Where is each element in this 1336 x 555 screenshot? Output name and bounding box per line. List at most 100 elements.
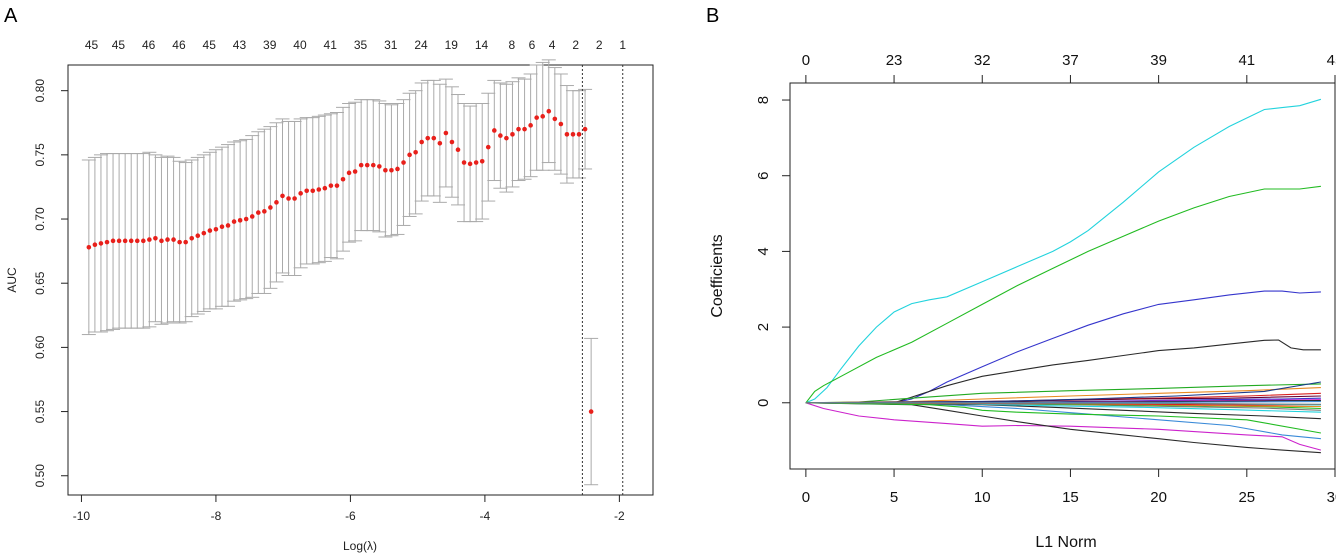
panel-a-top-tick-label: 35 <box>354 38 368 52</box>
panel-a-auc-point <box>438 141 443 146</box>
panel-b-plot-frame <box>790 83 1335 469</box>
panel-a-error-bars <box>82 60 598 485</box>
panel-b-y-axis: 0 2 4 6 8 <box>755 96 790 407</box>
panel-a-auc-point <box>353 169 358 174</box>
figure: A 45 45 46 46 45 43 39 40 41 35 31 24 19 14 8 6 4 2 2 1 -10… <box>0 0 1336 555</box>
panel-a-auc-point <box>365 163 370 168</box>
panel-b-y-tick-label: 2 <box>755 323 772 331</box>
panel-a-auc-point <box>583 127 588 132</box>
panel-a-top-tick-label: 45 <box>85 38 99 52</box>
panel-a-x-tick-label: -4 <box>480 509 491 523</box>
panel-a-auc-point <box>298 191 303 196</box>
panel-a-auc-point <box>244 217 249 222</box>
panel-a-auc-point <box>171 237 176 242</box>
panel-a-auc-point <box>371 163 376 168</box>
panel-a-x-tick-label: -2 <box>614 509 625 523</box>
panel-a-top-tick-label: 45 <box>203 38 217 52</box>
panel-b-x-tick-label: 5 <box>890 489 898 506</box>
panel-a-auc-point <box>141 239 146 244</box>
panel-b-top-tick-label: 32 <box>974 52 991 69</box>
panel-a-auc-point <box>565 132 570 137</box>
panel-a-auc-point <box>540 114 545 119</box>
panel-b-x-axis-label: L1 Norm <box>1035 534 1096 551</box>
panel-b-x-tick-label: 15 <box>1062 489 1079 506</box>
panel-b-coefficient-path <box>806 186 1321 402</box>
panel-a-auc-point <box>498 133 503 138</box>
panel-a-auc-point <box>286 196 291 201</box>
panel-b-top-tick-label: 23 <box>886 52 903 69</box>
panel-a-auc-point <box>571 132 576 137</box>
panel-a-top-tick-label: 6 <box>529 38 536 52</box>
panel-a-auc-point <box>87 245 92 250</box>
panel-a-auc-point <box>474 160 479 165</box>
panel-a-auc-point <box>208 228 213 233</box>
panel-b-top-axis: 0 23 32 37 39 41 45 <box>802 52 1336 83</box>
panel-a-auc-point <box>522 127 527 132</box>
panel-a-auc-point <box>341 177 346 182</box>
panel-a-x-axis-label: Log(λ) <box>343 539 377 553</box>
panel-a-auc-point <box>389 168 394 173</box>
panel-a-auc-point <box>431 136 436 141</box>
panel-a-auc-point <box>292 196 297 201</box>
panel-a-auc-point <box>553 117 558 122</box>
panel-a-auc-point <box>183 240 188 245</box>
panel-b-top-tick-label: 0 <box>802 52 810 69</box>
panel-a-auc-point <box>304 188 309 193</box>
panel-a-auc-point <box>232 219 237 224</box>
panel-b-x-tick-label: 25 <box>1238 489 1255 506</box>
panel-a-top-tick-label: 46 <box>142 38 156 52</box>
panel-b-top-tick-label: 45 <box>1327 52 1336 69</box>
panel-a-top-tick-label: 19 <box>445 38 459 52</box>
panel-a-auc-point <box>528 123 533 128</box>
panel-b-x-tick-label: 20 <box>1150 489 1167 506</box>
panel-a-auc-point <box>589 409 594 414</box>
panel-a-top-tick-label: 40 <box>293 38 307 52</box>
panel-a-auc-point <box>480 159 485 164</box>
panel-a-auc-point <box>165 237 170 242</box>
panel-a-y-tick-label: 0.70 <box>33 207 47 231</box>
panel-a-top-tick-label: 1 <box>619 38 626 52</box>
panel-a-auc-point <box>462 160 467 165</box>
panel-a-y-axis: 0.500.550.600.650.700.750.80 <box>33 79 68 488</box>
panel-a-auc-point <box>105 240 110 245</box>
panel-a-y-tick-label: 0.80 <box>33 79 47 103</box>
panel-a-auc-point <box>444 131 449 136</box>
panel-a-auc-point <box>577 132 582 137</box>
panel-a-auc-point <box>153 236 158 241</box>
panel-b-x-tick-label: 0 <box>802 489 810 506</box>
panel-a-auc-point <box>129 239 134 244</box>
panel-a-x-axis: -10 -8 -6 -4 -2 <box>73 495 625 523</box>
panel-a-x-tick-label: -8 <box>211 509 222 523</box>
panel-a-auc-point <box>238 218 243 223</box>
panel-a-auc-point <box>256 210 261 215</box>
panel-a-auc-point <box>347 171 352 176</box>
panel-a-auc-point <box>99 241 104 246</box>
panel-a-auc-point <box>456 147 461 152</box>
panel-a-top-tick-label: 2 <box>572 38 579 52</box>
panel-a-auc-point <box>268 205 273 210</box>
panel-a-label: A <box>4 5 18 27</box>
panel-a-x-tick-label: -10 <box>73 509 91 523</box>
panel-a-y-axis-label: AUC <box>5 267 19 293</box>
panel-a-lambda-lines <box>582 65 622 495</box>
panel-a-auc-point <box>383 168 388 173</box>
panel-b-top-tick-label: 39 <box>1150 52 1167 69</box>
panel-a-auc-point <box>395 167 400 172</box>
panel-a-auc-point <box>359 163 364 168</box>
panel-a-auc-point <box>147 237 152 242</box>
panel-a-auc-point <box>274 200 279 205</box>
panel-b-y-tick-label: 0 <box>755 399 772 407</box>
panel-a-auc-point <box>310 188 315 193</box>
panel-b-coefficient-path <box>806 340 1321 403</box>
panel-b-y-tick-label: 6 <box>755 172 772 180</box>
panel-a-auc-point <box>111 239 116 244</box>
panel-b-y-tick-label: 4 <box>755 247 772 255</box>
panel-a-auc-point <box>220 224 225 229</box>
panel-a-auc-point <box>226 223 231 228</box>
panel-a-auc-point <box>419 140 424 145</box>
panel-b-x-tick-label: 30 <box>1327 489 1336 506</box>
panel-a-auc-point <box>486 145 491 150</box>
panel-a-auc-point <box>335 183 340 188</box>
panel-a-top-tick-label: 46 <box>172 38 186 52</box>
panel-b: B 0 23 32 37 39 41 45 0 5 10 15 20 25 30 0 2 4 6 8 L1 No… <box>706 5 1336 551</box>
